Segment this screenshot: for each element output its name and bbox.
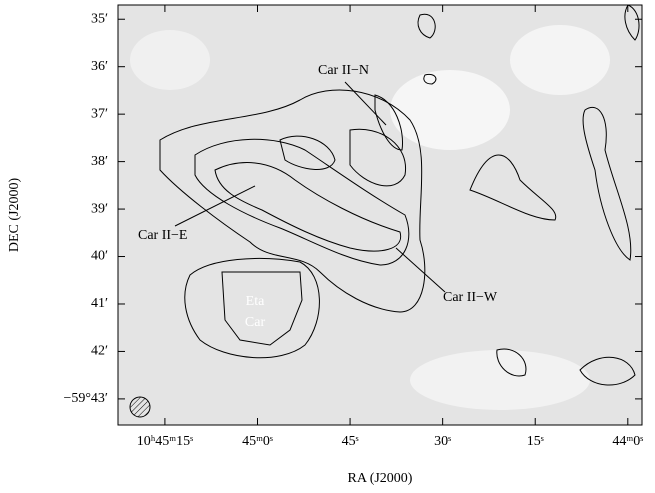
y-tick-label: −59°43′ [63, 391, 108, 406]
annotation: Car II−N [318, 63, 369, 78]
leader-line [174, 185, 256, 227]
x-tick-label: 45ˢ [342, 434, 359, 449]
y-tick-label: 42′ [91, 344, 108, 359]
leader-line [395, 247, 446, 293]
y-axis-title: DEC (J2000) [7, 178, 22, 253]
x-tick-label: 15ˢ [527, 434, 544, 449]
y-tick-label: 40′ [91, 249, 108, 264]
y-tick-label: 39′ [91, 201, 108, 216]
x-tick-label: 30ˢ [434, 434, 451, 449]
annotation: Eta [246, 294, 265, 309]
x-tick-label: 45ᵐ0ˢ [242, 434, 273, 449]
y-tick-label: 41′ [91, 296, 108, 311]
y-tick-label: 36′ [91, 59, 108, 74]
annotation: Car II−W [443, 290, 498, 305]
annotation: Car II−E [138, 228, 188, 243]
y-tick-label: 35′ [91, 11, 108, 26]
x-tick-label: 44ᵐ0ˢ [612, 434, 643, 449]
x-tick-label: 10ʰ45ᵐ15ˢ [137, 434, 193, 449]
map-image [118, 5, 642, 425]
leader-line [344, 81, 387, 126]
y-tick-label: 38′ [91, 154, 108, 169]
y-tick-label: 37′ [91, 106, 108, 121]
x-axis-title: RA (J2000) [348, 471, 413, 486]
plot-frame [117, 4, 643, 426]
annotation: Car [245, 315, 266, 330]
